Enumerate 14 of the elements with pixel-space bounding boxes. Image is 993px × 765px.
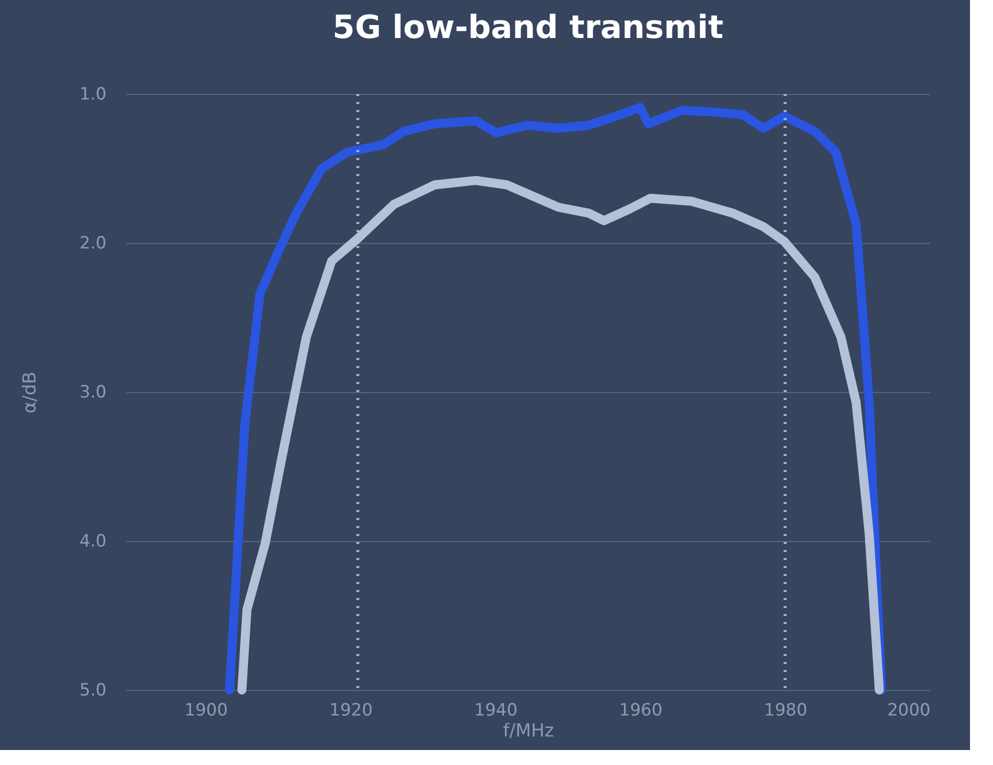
x-axis-title: f/MHz [503,720,554,742]
x-tick-label: 1920 [329,700,373,720]
x-tick-label: 1900 [184,700,228,720]
x-tick-label: 1960 [619,700,662,720]
x-tick-label: 1940 [474,700,518,720]
y-tick-label: 1.0 [79,84,106,104]
x-tick-label: 1980 [764,700,808,720]
y-tick-label: 4.0 [79,532,106,552]
x-tick-label: 2000 [887,700,930,720]
chart-title: 5G low-band transmit [332,8,724,46]
y-axis-title: α/dB [19,372,40,414]
y-tick-label: 5.0 [79,680,106,700]
y-tick-label: 3.0 [79,382,106,402]
y-tick-label: 2.0 [79,234,106,254]
